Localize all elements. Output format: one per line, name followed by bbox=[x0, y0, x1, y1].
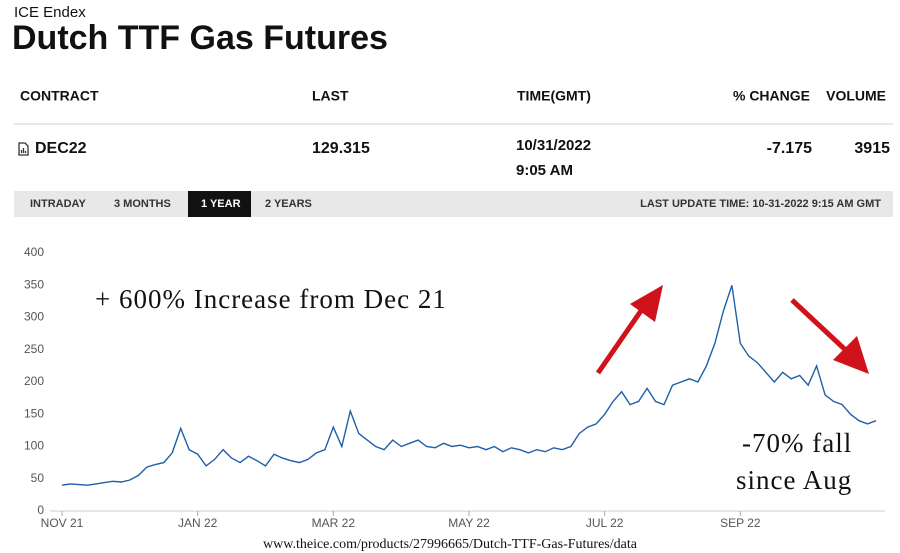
x-tick-label: JUL 22 bbox=[586, 516, 624, 530]
contract[interactable]: DEC22 bbox=[35, 140, 87, 157]
doc-icon bbox=[18, 142, 29, 156]
tab[interactable]: 3 MONTHS bbox=[114, 198, 171, 210]
tab-bar bbox=[14, 191, 893, 217]
last: 129.315 bbox=[312, 140, 370, 157]
time: 9:05 AM bbox=[516, 162, 573, 179]
title: Dutch TTF Gas Futures bbox=[12, 19, 388, 57]
col-header: VOLUME bbox=[826, 88, 886, 104]
x-tick-label: MAY 22 bbox=[448, 516, 490, 530]
y-tick-label: 300 bbox=[24, 310, 44, 324]
col-header: TIME(GMT) bbox=[517, 88, 591, 104]
x-tick-label: NOV 21 bbox=[41, 516, 84, 530]
last-update: LAST UPDATE TIME: 10-31-2022 9:15 AM GMT bbox=[640, 198, 881, 210]
annotation: since Aug bbox=[736, 465, 852, 495]
y-tick-label: 350 bbox=[24, 277, 44, 291]
change: -7.175 bbox=[767, 140, 812, 157]
x-tick-label: MAR 22 bbox=[312, 516, 356, 530]
y-tick-label: 0 bbox=[37, 503, 44, 517]
volume: 3915 bbox=[854, 140, 890, 157]
col-header: LAST bbox=[312, 88, 349, 104]
annotation: -70% fall bbox=[742, 428, 852, 458]
date: 10/31/2022 bbox=[516, 137, 591, 154]
y-tick-label: 200 bbox=[24, 374, 44, 388]
tab[interactable]: INTRADAY bbox=[30, 198, 86, 210]
chart: 0 50 100 150 200 250 300 350 400 NOV 21 JAN 22 MAR … bbox=[24, 245, 885, 530]
y-tick-label: 150 bbox=[24, 406, 44, 420]
x-tick-label: SEP 22 bbox=[720, 516, 761, 530]
y-tick-label: 100 bbox=[24, 439, 44, 453]
x-tick-label: JAN 22 bbox=[178, 516, 218, 530]
annotation: + 600% Increase from Dec 21 bbox=[95, 284, 447, 314]
y-tick-label: 50 bbox=[31, 471, 45, 485]
col-header: % CHANGE bbox=[733, 88, 810, 104]
exchange: ICE Endex bbox=[14, 4, 86, 21]
y-tick-label: 250 bbox=[24, 342, 44, 356]
y-tick-label: 400 bbox=[24, 245, 44, 259]
active-tab-bg bbox=[188, 191, 251, 217]
col-header: CONTRACT bbox=[20, 88, 99, 104]
arrow bbox=[595, 285, 869, 375]
source: www.theice.com/products/27996665/Dutch-T… bbox=[263, 537, 638, 552]
tab[interactable]: 2 YEARS bbox=[265, 198, 312, 210]
price-line bbox=[61, 285, 877, 486]
tab-active[interactable]: 1 YEAR bbox=[201, 198, 241, 210]
